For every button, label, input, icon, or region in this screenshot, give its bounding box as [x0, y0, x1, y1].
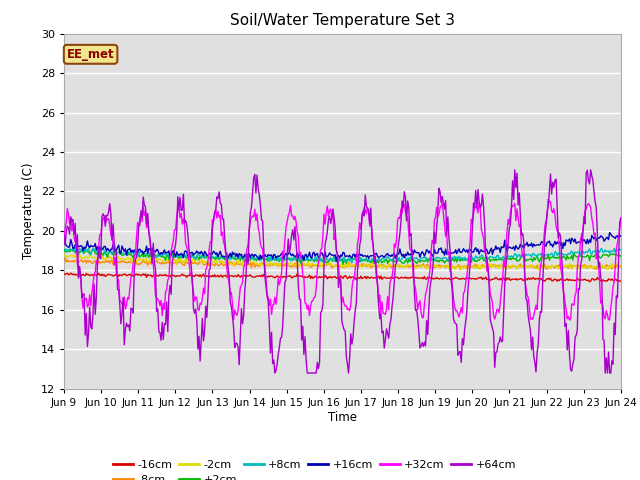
-16cm — [617, 278, 625, 284]
Text: EE_met: EE_met — [67, 48, 115, 61]
-2cm — [617, 263, 625, 269]
+8cm — [519, 251, 527, 256]
Title: Soil/Water Temperature Set 3: Soil/Water Temperature Set 3 — [230, 13, 455, 28]
+2cm — [617, 253, 625, 259]
+32cm — [60, 236, 68, 242]
-16cm — [326, 275, 333, 281]
Line: +64cm: +64cm — [64, 170, 621, 373]
+8cm — [99, 245, 107, 251]
-8cm — [326, 261, 333, 266]
-2cm — [74, 252, 81, 257]
-8cm — [362, 264, 370, 269]
Y-axis label: Temperature (C): Temperature (C) — [22, 163, 35, 260]
-8cm — [593, 266, 600, 272]
+64cm — [60, 232, 68, 238]
+64cm — [587, 167, 595, 173]
+2cm — [326, 256, 333, 262]
-8cm — [329, 264, 337, 270]
-8cm — [393, 264, 401, 269]
+64cm — [606, 370, 614, 376]
+2cm — [329, 258, 337, 264]
-2cm — [393, 263, 401, 268]
+8cm — [394, 258, 401, 264]
-16cm — [329, 275, 337, 280]
-16cm — [586, 279, 593, 285]
+2cm — [60, 247, 68, 252]
+64cm — [393, 260, 401, 266]
Line: +32cm: +32cm — [64, 199, 621, 320]
-2cm — [329, 262, 337, 268]
+16cm — [332, 258, 340, 264]
-2cm — [456, 267, 464, 273]
+8cm — [617, 247, 625, 252]
Line: +2cm: +2cm — [64, 249, 621, 264]
+32cm — [518, 244, 525, 250]
+2cm — [606, 252, 614, 258]
-8cm — [617, 263, 625, 269]
-2cm — [60, 252, 68, 258]
-8cm — [60, 256, 68, 262]
-8cm — [606, 264, 614, 269]
-16cm — [606, 276, 614, 282]
+32cm — [393, 237, 401, 242]
-2cm — [362, 262, 370, 267]
+2cm — [519, 253, 527, 259]
+2cm — [339, 262, 347, 267]
Line: +8cm: +8cm — [64, 248, 621, 263]
+64cm — [518, 232, 525, 238]
+32cm — [362, 211, 370, 217]
-16cm — [393, 275, 401, 280]
-16cm — [60, 271, 68, 277]
-16cm — [67, 270, 74, 276]
+8cm — [60, 247, 68, 252]
+32cm — [606, 317, 614, 323]
-16cm — [518, 276, 525, 282]
+64cm — [617, 215, 625, 220]
-2cm — [326, 261, 333, 267]
+32cm — [329, 207, 337, 213]
+8cm — [329, 256, 337, 262]
+16cm — [617, 233, 625, 239]
-2cm — [519, 264, 527, 269]
+32cm — [326, 207, 333, 213]
+16cm — [362, 254, 370, 260]
-16cm — [362, 276, 370, 282]
+32cm — [545, 196, 552, 202]
+16cm — [606, 229, 614, 235]
+64cm — [326, 214, 333, 219]
+16cm — [60, 241, 68, 247]
+64cm — [271, 370, 279, 376]
Line: +16cm: +16cm — [64, 232, 621, 261]
+64cm — [329, 206, 337, 212]
+16cm — [328, 252, 335, 258]
+8cm — [326, 257, 333, 263]
-8cm — [518, 264, 525, 270]
+8cm — [348, 260, 356, 266]
+2cm — [70, 246, 78, 252]
+32cm — [617, 217, 625, 223]
+8cm — [606, 251, 614, 256]
+32cm — [230, 317, 237, 323]
X-axis label: Time: Time — [328, 410, 357, 424]
+64cm — [362, 204, 370, 209]
Line: -16cm: -16cm — [64, 273, 621, 282]
+16cm — [518, 245, 525, 251]
+16cm — [605, 237, 612, 242]
Line: -8cm: -8cm — [64, 258, 621, 269]
+16cm — [324, 252, 332, 258]
+16cm — [393, 252, 401, 258]
+2cm — [364, 259, 371, 264]
+2cm — [394, 258, 401, 264]
+8cm — [364, 257, 371, 263]
Legend: -16cm, -8cm, -2cm, +2cm, +8cm, +16cm, +32cm, +64cm: -16cm, -8cm, -2cm, +2cm, +8cm, +16cm, +3… — [108, 456, 521, 480]
-8cm — [61, 255, 69, 261]
-2cm — [606, 263, 614, 268]
Line: -2cm: -2cm — [64, 254, 621, 270]
